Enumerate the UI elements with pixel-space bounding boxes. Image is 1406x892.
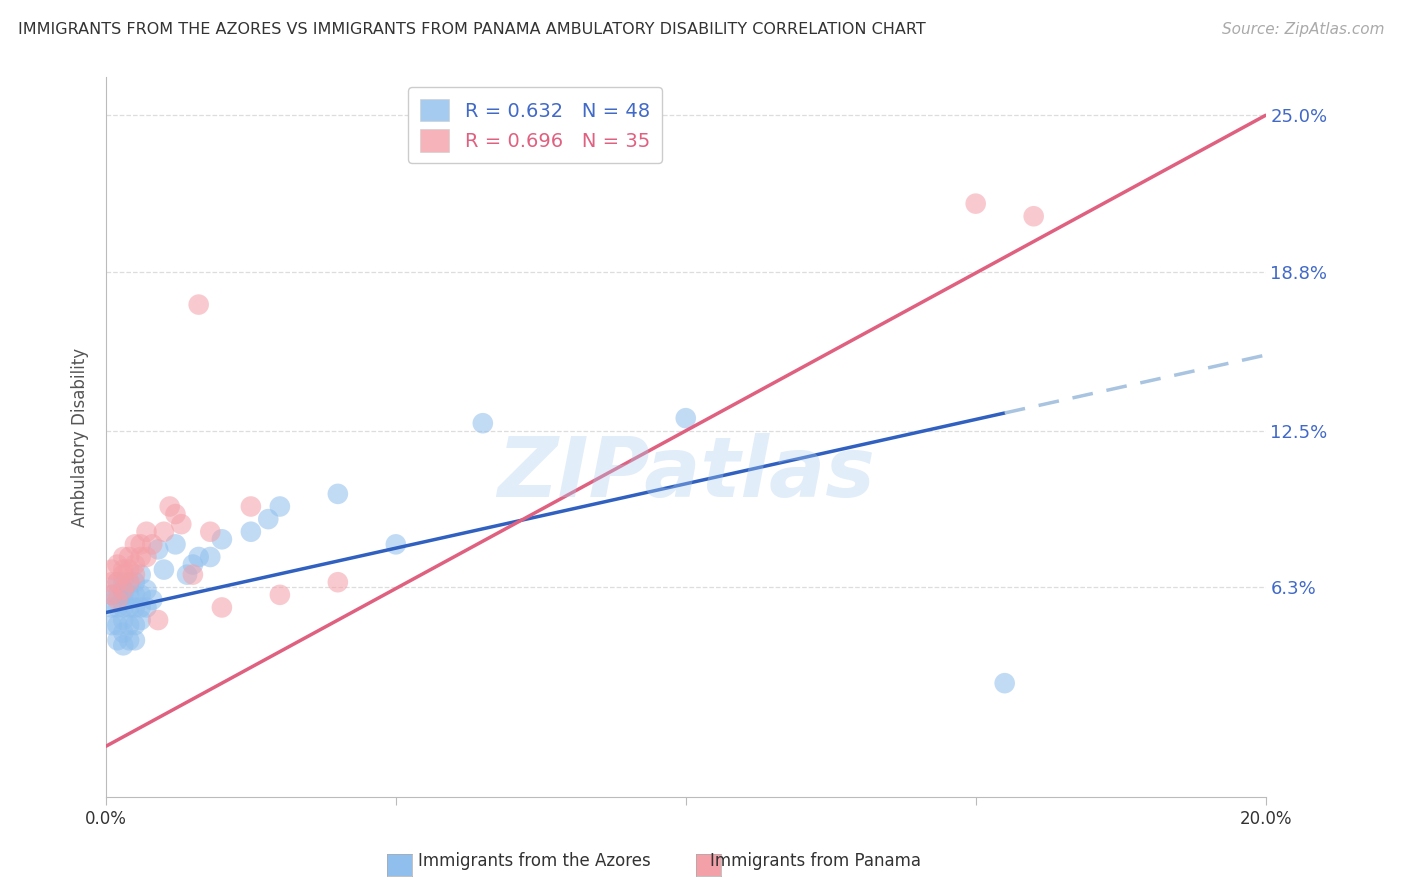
Point bbox=[100, 588, 122, 602]
Point bbox=[107, 558, 129, 572]
Point bbox=[107, 600, 129, 615]
Point bbox=[135, 524, 157, 539]
Point bbox=[257, 512, 280, 526]
Point bbox=[118, 633, 141, 648]
Point bbox=[124, 633, 146, 648]
Point bbox=[200, 524, 222, 539]
Point bbox=[118, 618, 141, 632]
Text: Immigrants from the Azores: Immigrants from the Azores bbox=[418, 852, 651, 870]
Point bbox=[129, 588, 152, 602]
Point bbox=[211, 600, 233, 615]
Text: IMMIGRANTS FROM THE AZORES VS IMMIGRANTS FROM PANAMA AMBULATORY DISABILITY CORRE: IMMIGRANTS FROM THE AZORES VS IMMIGRANTS… bbox=[18, 22, 927, 37]
Point bbox=[118, 549, 141, 564]
Point bbox=[129, 537, 152, 551]
Point bbox=[211, 533, 233, 547]
Point bbox=[100, 575, 122, 590]
Point bbox=[187, 297, 209, 311]
Text: Immigrants from Panama: Immigrants from Panama bbox=[710, 852, 921, 870]
Point bbox=[129, 567, 152, 582]
Point bbox=[994, 676, 1017, 690]
Point bbox=[146, 542, 169, 557]
Point bbox=[112, 588, 135, 602]
Point bbox=[124, 588, 146, 602]
Point bbox=[135, 600, 157, 615]
Point bbox=[141, 537, 163, 551]
Point bbox=[124, 558, 146, 572]
Point bbox=[176, 567, 198, 582]
Point bbox=[135, 582, 157, 597]
Text: ZIPatlas: ZIPatlas bbox=[496, 433, 875, 514]
Point bbox=[112, 582, 135, 597]
Point bbox=[165, 537, 187, 551]
Point bbox=[112, 563, 135, 577]
Y-axis label: Ambulatory Disability: Ambulatory Disability bbox=[72, 348, 89, 526]
Legend: R = 0.632   N = 48, R = 0.696   N = 35: R = 0.632 N = 48, R = 0.696 N = 35 bbox=[408, 87, 662, 163]
Point bbox=[1022, 209, 1045, 223]
Point bbox=[124, 600, 146, 615]
Point bbox=[100, 618, 122, 632]
Point bbox=[112, 567, 135, 582]
Point bbox=[200, 549, 222, 564]
Point bbox=[141, 593, 163, 607]
Point bbox=[112, 575, 135, 590]
Point bbox=[124, 618, 146, 632]
Point bbox=[239, 524, 262, 539]
Point bbox=[269, 588, 291, 602]
Point bbox=[100, 588, 122, 602]
Point bbox=[153, 563, 176, 577]
Point bbox=[112, 613, 135, 627]
Point bbox=[326, 487, 349, 501]
Point bbox=[124, 575, 146, 590]
Point bbox=[100, 600, 122, 615]
Point bbox=[471, 416, 494, 430]
Point bbox=[100, 563, 122, 577]
Point bbox=[187, 549, 209, 564]
Point bbox=[118, 575, 141, 590]
Point bbox=[146, 613, 169, 627]
Point bbox=[112, 638, 135, 652]
Point bbox=[129, 600, 152, 615]
Point bbox=[107, 575, 129, 590]
Point bbox=[124, 567, 146, 582]
Point bbox=[112, 549, 135, 564]
Point bbox=[107, 593, 129, 607]
Point bbox=[107, 633, 129, 648]
Point bbox=[107, 588, 129, 602]
Point bbox=[124, 537, 146, 551]
Point bbox=[269, 500, 291, 514]
Point bbox=[112, 625, 135, 640]
Point bbox=[385, 537, 408, 551]
Point bbox=[165, 507, 187, 521]
Point bbox=[159, 500, 181, 514]
Point bbox=[170, 517, 193, 532]
Point bbox=[118, 563, 141, 577]
Point bbox=[112, 600, 135, 615]
Point bbox=[107, 618, 129, 632]
Point bbox=[153, 524, 176, 539]
Point bbox=[118, 575, 141, 590]
Point bbox=[107, 575, 129, 590]
Point bbox=[181, 558, 204, 572]
Point bbox=[112, 582, 135, 597]
Point bbox=[675, 411, 697, 425]
Point bbox=[965, 196, 987, 211]
Point bbox=[118, 588, 141, 602]
Point bbox=[326, 575, 349, 590]
Point bbox=[181, 567, 204, 582]
Point bbox=[239, 500, 262, 514]
Point bbox=[135, 549, 157, 564]
Point bbox=[118, 600, 141, 615]
Text: Source: ZipAtlas.com: Source: ZipAtlas.com bbox=[1222, 22, 1385, 37]
Point bbox=[129, 613, 152, 627]
Point bbox=[129, 549, 152, 564]
